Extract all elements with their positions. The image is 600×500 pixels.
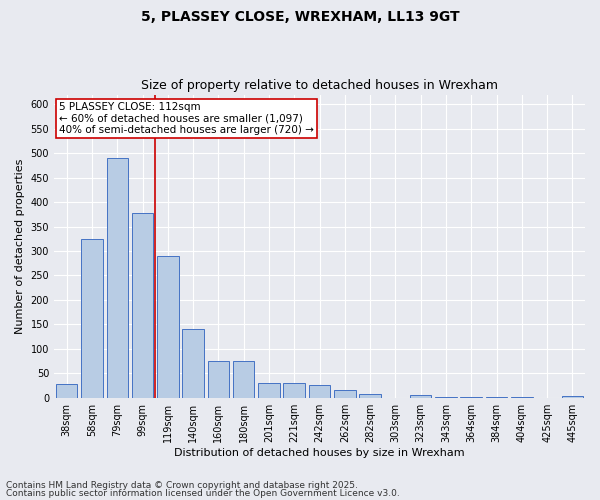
Bar: [258, 383, 280, 398]
Bar: [132, 213, 153, 398]
Text: 5, PLASSEY CLOSE, WREXHAM, LL13 9GT: 5, PLASSEY CLOSE, WREXHAM, LL13 9GT: [140, 10, 460, 24]
Bar: [81, 239, 103, 398]
Bar: [56, 384, 77, 398]
Text: Contains HM Land Registry data © Crown copyright and database right 2025.: Contains HM Land Registry data © Crown c…: [6, 481, 358, 490]
Bar: [410, 396, 431, 398]
Bar: [460, 396, 482, 398]
Bar: [359, 394, 381, 398]
Bar: [107, 158, 128, 398]
Bar: [486, 396, 507, 398]
Bar: [511, 396, 533, 398]
Bar: [233, 361, 254, 398]
Bar: [182, 330, 204, 398]
Bar: [334, 390, 356, 398]
Title: Size of property relative to detached houses in Wrexham: Size of property relative to detached ho…: [141, 79, 498, 92]
Bar: [309, 386, 330, 398]
Y-axis label: Number of detached properties: Number of detached properties: [15, 158, 25, 334]
Text: 5 PLASSEY CLOSE: 112sqm
← 60% of detached houses are smaller (1,097)
40% of semi: 5 PLASSEY CLOSE: 112sqm ← 60% of detache…: [59, 102, 314, 136]
Bar: [562, 396, 583, 398]
Bar: [435, 396, 457, 398]
Bar: [157, 256, 179, 398]
X-axis label: Distribution of detached houses by size in Wrexham: Distribution of detached houses by size …: [174, 448, 465, 458]
Text: Contains public sector information licensed under the Open Government Licence v3: Contains public sector information licen…: [6, 488, 400, 498]
Bar: [283, 383, 305, 398]
Bar: [208, 361, 229, 398]
